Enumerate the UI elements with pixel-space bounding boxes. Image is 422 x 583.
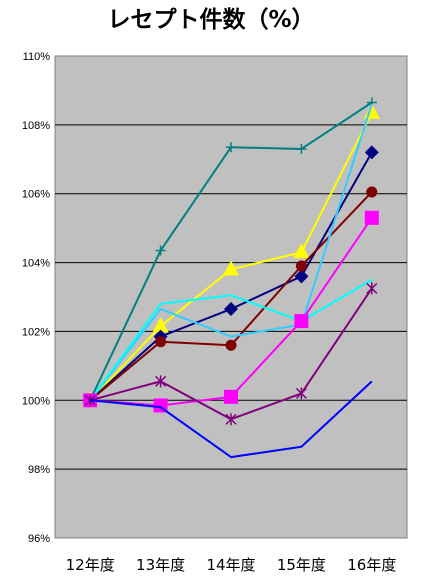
- data-point: [364, 210, 379, 225]
- series-group: [82, 97, 380, 459]
- chart-title: レセプト件数（%）: [107, 6, 314, 33]
- data-point: [294, 269, 309, 284]
- data-point: [364, 145, 379, 160]
- data-point: [295, 260, 307, 272]
- plot-area: [54, 55, 408, 539]
- series-1: [85, 97, 377, 406]
- data-point: [224, 302, 238, 317]
- data-point: [155, 336, 167, 348]
- data-point: [155, 245, 166, 256]
- data-point: [366, 282, 378, 295]
- series-line: [90, 380, 373, 459]
- x-tick-label: 14年度: [206, 556, 255, 574]
- y-tick-label: 98%: [28, 464, 50, 476]
- x-tick-label: 13年度: [136, 556, 185, 574]
- y-axis-ticks: 96% 98% 100% 102% 104% 106% 108% 110%: [22, 51, 50, 545]
- y-tick-label: 102%: [22, 326, 50, 338]
- data-point: [294, 314, 309, 329]
- x-axis-ticks: 12年度 13年度 14年度 15年度 16年度: [66, 556, 397, 574]
- series-5: [89, 103, 373, 401]
- x-tick-label: 12年度: [66, 556, 115, 574]
- data-point: [224, 389, 238, 404]
- series-9: [90, 380, 373, 459]
- y-tick-label: 106%: [22, 189, 50, 201]
- y-tick-label: 110%: [23, 51, 51, 63]
- data-point: [225, 339, 237, 351]
- x-tick-label: 16年度: [347, 556, 396, 574]
- data-point: [296, 143, 307, 154]
- data-point: [295, 387, 307, 400]
- y-tick-label: 108%: [22, 120, 50, 132]
- series-line: [89, 278, 373, 401]
- grid-lines: [55, 124, 407, 470]
- series-8: [84, 282, 378, 426]
- y-tick-label: 100%: [22, 395, 50, 407]
- data-point: [293, 243, 310, 259]
- data-point: [226, 142, 236, 153]
- y-tick-label: 96%: [28, 533, 50, 545]
- y-tick-label: 104%: [22, 258, 50, 270]
- data-point: [155, 375, 167, 388]
- data-point: [152, 317, 169, 333]
- data-point: [366, 186, 378, 198]
- series-line: [89, 103, 373, 401]
- x-tick-label: 15年度: [277, 556, 326, 574]
- data-point: [223, 260, 239, 276]
- series-6: [89, 278, 373, 401]
- data-point: [225, 413, 237, 426]
